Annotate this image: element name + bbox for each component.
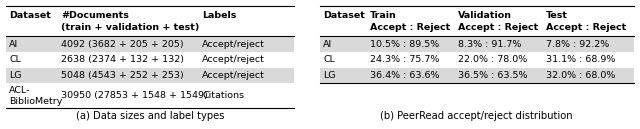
Text: Validation: Validation xyxy=(458,11,512,20)
Text: Citations: Citations xyxy=(202,91,244,100)
Text: 10.5% : 89.5%: 10.5% : 89.5% xyxy=(370,40,440,49)
Text: LG: LG xyxy=(10,71,22,80)
Text: Accept/reject: Accept/reject xyxy=(202,71,265,80)
Text: ACL-: ACL- xyxy=(10,86,31,95)
Text: 24.3% : 75.7%: 24.3% : 75.7% xyxy=(370,55,440,64)
Bar xyxy=(6,36,294,52)
Text: (train + validation + test): (train + validation + test) xyxy=(61,23,200,32)
Text: LG: LG xyxy=(323,71,335,80)
Text: 5048 (4543 + 252 + 253): 5048 (4543 + 252 + 253) xyxy=(61,71,184,80)
Text: 7.8% : 92.2%: 7.8% : 92.2% xyxy=(546,40,609,49)
Text: Test: Test xyxy=(546,11,568,20)
Text: Labels: Labels xyxy=(202,11,237,20)
Text: (a) Data sizes and label types: (a) Data sizes and label types xyxy=(76,111,225,121)
Text: (b) PeerRead accept/reject distribution: (b) PeerRead accept/reject distribution xyxy=(381,111,573,121)
Text: Accept/reject: Accept/reject xyxy=(202,40,265,49)
Text: 2638 (2374 + 132 + 132): 2638 (2374 + 132 + 132) xyxy=(61,55,184,64)
Text: BiblioMetry: BiblioMetry xyxy=(10,97,63,106)
Text: Dataset: Dataset xyxy=(323,11,365,20)
Text: CL: CL xyxy=(10,55,21,64)
Bar xyxy=(320,36,634,52)
Text: Accept/reject: Accept/reject xyxy=(202,55,265,64)
Text: #Documents: #Documents xyxy=(61,11,129,20)
Text: Accept : Reject: Accept : Reject xyxy=(370,23,451,32)
Text: 36.4% : 63.6%: 36.4% : 63.6% xyxy=(370,71,440,80)
Bar xyxy=(6,68,294,83)
Text: AI: AI xyxy=(10,40,19,49)
Text: AI: AI xyxy=(323,40,332,49)
Text: 36.5% : 63.5%: 36.5% : 63.5% xyxy=(458,71,527,80)
Text: Accept : Reject: Accept : Reject xyxy=(546,23,626,32)
Text: 8.3% : 91.7%: 8.3% : 91.7% xyxy=(458,40,522,49)
Bar xyxy=(320,68,634,83)
Text: 30950 (27853 + 1548 + 1549): 30950 (27853 + 1548 + 1549) xyxy=(61,91,208,100)
Text: 22.0% : 78.0%: 22.0% : 78.0% xyxy=(458,55,527,64)
Text: CL: CL xyxy=(323,55,335,64)
Text: 4092 (3682 + 205 + 205): 4092 (3682 + 205 + 205) xyxy=(61,40,184,49)
Text: Accept : Reject: Accept : Reject xyxy=(458,23,538,32)
Text: 32.0% : 68.0%: 32.0% : 68.0% xyxy=(546,71,615,80)
Text: Train: Train xyxy=(370,11,397,20)
Text: Dataset: Dataset xyxy=(10,11,51,20)
Text: 31.1% : 68.9%: 31.1% : 68.9% xyxy=(546,55,615,64)
